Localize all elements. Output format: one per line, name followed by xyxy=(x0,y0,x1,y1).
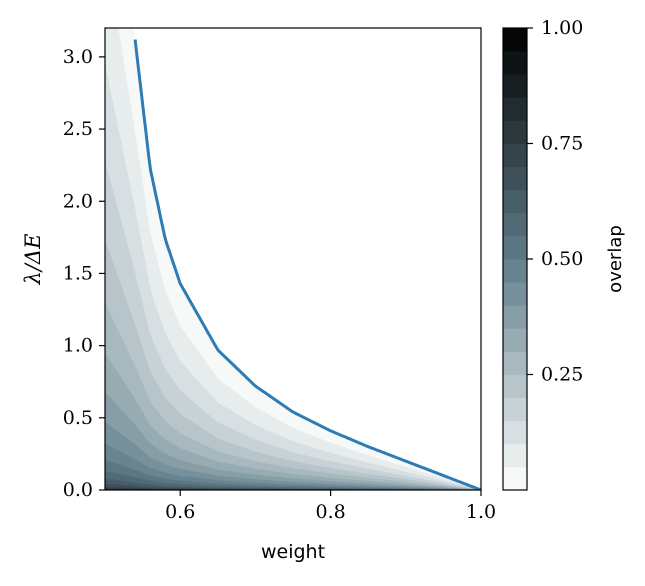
colorbar-band xyxy=(503,143,527,167)
colorbar-tick-label: 0.75 xyxy=(541,133,583,155)
contour-band xyxy=(105,421,481,490)
contour-band xyxy=(105,161,481,490)
colorbar-band xyxy=(503,212,527,237)
colorbar: 0.25 0.50 0.75 1.00 overlap xyxy=(502,17,626,491)
y-axis: 0.0 0.5 1.0 1.5 2.0 2.5 3.0 xyxy=(63,46,105,501)
colorbar-band xyxy=(503,282,527,306)
contour-band xyxy=(105,240,481,490)
colorbar-band xyxy=(503,189,527,214)
contour-band xyxy=(105,443,481,490)
contour-band xyxy=(105,391,481,490)
colorbar-band xyxy=(503,305,527,329)
y-tick-label: 1.0 xyxy=(63,335,93,357)
colorbar-band xyxy=(503,74,527,98)
plot-frame xyxy=(104,27,482,491)
colorbar-band xyxy=(503,351,527,375)
colorbar-band xyxy=(503,259,527,283)
colorbar-band xyxy=(503,420,527,445)
colorbar-band xyxy=(503,51,527,75)
colorbar-bands xyxy=(503,28,527,491)
contour-band xyxy=(105,303,481,490)
plot-area xyxy=(104,27,482,491)
colorbar-band xyxy=(503,397,527,422)
contour-band xyxy=(105,352,481,490)
colorbar-tick-label: 0.50 xyxy=(541,248,583,270)
colorbar-band xyxy=(503,328,527,352)
y-axis-label: λ/ΔE xyxy=(21,234,45,286)
colorbar-band xyxy=(503,374,527,398)
colorbar-ticks: 0.25 0.50 0.75 1.00 xyxy=(527,17,583,386)
x-axis-label: weight xyxy=(261,541,325,563)
colorbar-band xyxy=(503,443,527,468)
colorbar-band xyxy=(503,120,527,144)
x-axis: 0.6 0.8 1.0 xyxy=(165,490,496,523)
colorbar-band xyxy=(503,166,527,191)
y-tick-label: 0.5 xyxy=(63,407,93,429)
boundary-curve xyxy=(133,39,481,490)
colorbar-tick-label: 1.00 xyxy=(541,17,583,39)
colorbar-label: overlap xyxy=(605,225,626,293)
y-tick-label: 3.0 xyxy=(63,46,93,68)
x-tick-label: 0.8 xyxy=(315,501,345,523)
y-tick-label: 0.0 xyxy=(63,479,93,501)
y-tick-label: 2.0 xyxy=(63,190,93,212)
x-tick-label: 1.0 xyxy=(466,501,496,523)
contour-band xyxy=(105,65,481,490)
x-tick-label: 0.6 xyxy=(165,501,195,523)
colorbar-band xyxy=(503,97,527,121)
colorbar-band xyxy=(503,28,527,52)
y-tick-label: 2.5 xyxy=(63,118,93,140)
colorbar-band xyxy=(503,235,527,260)
contour-band xyxy=(105,459,481,490)
y-tick-label: 1.5 xyxy=(63,262,93,284)
contour-band xyxy=(105,28,481,490)
colorbar-tick-label: 0.25 xyxy=(541,364,583,386)
colorbar-band xyxy=(503,466,527,491)
